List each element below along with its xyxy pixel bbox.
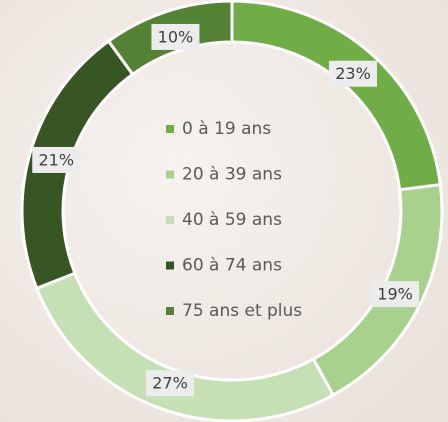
legend: 0 à 19 ans 20 à 39 ans 40 à 59 ans 60 à 74 … [166, 119, 302, 321]
legend-label: 75 ans et plus [182, 301, 302, 321]
legend-label: 40 à 59 ans [182, 210, 282, 230]
data-label: 10% [158, 27, 194, 46]
data-label-box [32, 146, 81, 173]
data-label-box [151, 23, 200, 50]
data-labels: 23% 19% 27% 21% 10% [32, 23, 420, 397]
legend-swatch [166, 307, 174, 315]
legend-swatch [166, 125, 174, 133]
donut [20, 0, 444, 422]
data-label: 21% [38, 150, 74, 169]
legend-label: 0 à 19 ans [182, 119, 271, 139]
data-label: 23% [335, 64, 371, 83]
legend-label: 20 à 39 ans [182, 165, 282, 185]
data-label-box [371, 281, 420, 308]
legend-swatch [166, 216, 174, 224]
legend-swatch [166, 170, 174, 179]
legend-label: 60 à 74 ans [182, 256, 282, 276]
data-label: 27% [152, 374, 188, 393]
data-label-box [146, 370, 195, 397]
data-label: 19% [377, 285, 413, 304]
data-label-box [329, 60, 378, 87]
legend-swatch [166, 261, 174, 270]
